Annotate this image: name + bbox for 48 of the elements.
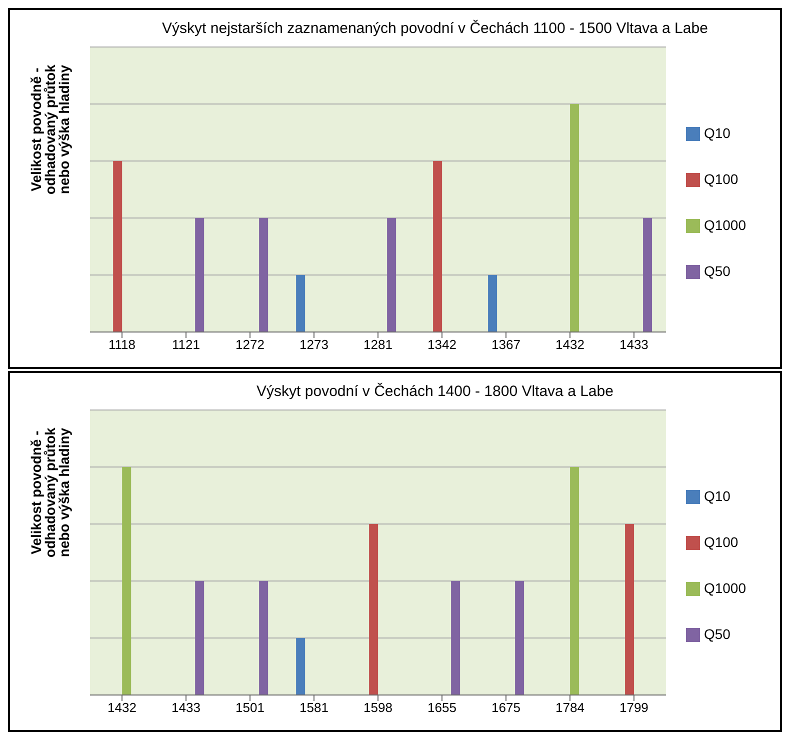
bar	[515, 581, 524, 695]
legend-label: Q1000	[704, 217, 746, 233]
legend-label: Q100	[704, 171, 738, 187]
bar	[296, 275, 306, 332]
bar	[570, 104, 580, 332]
bar	[451, 581, 460, 695]
legend-label: Q100	[704, 534, 738, 550]
y-axis-title: Velikost povodně - odhadovaný průtok nebo výška hladiny	[28, 427, 72, 558]
x-tick-label: 1655	[428, 700, 456, 716]
x-tick-label: 1121	[172, 337, 200, 352]
bar	[122, 467, 132, 695]
bar	[296, 638, 306, 695]
bar	[195, 581, 204, 695]
x-tick-label: 1433	[619, 337, 648, 352]
chart-title: Výskyt nejstarších zaznamenaných povodní v Čechách 1100 - 1500 Vltava a Labe	[161, 18, 709, 37]
bar	[259, 218, 268, 332]
legend-label: Q50	[704, 626, 730, 642]
bar	[570, 467, 580, 695]
bar	[643, 218, 652, 332]
legend-label: Q10	[704, 488, 730, 504]
bar	[259, 581, 268, 695]
legend-label: Q1000	[704, 580, 746, 596]
y-axis-title: Velikost povodně - odhadovaný průtok nebo výška hladiny	[28, 64, 72, 194]
bar	[488, 275, 498, 332]
x-tick-label: 1784	[556, 700, 584, 716]
x-tick-label: 1432	[556, 337, 584, 352]
chart-title: Výskyt povodní v Čechách 1400 - 1800 Vltava a Labe	[256, 382, 614, 400]
legend-label: Q10	[704, 125, 730, 141]
bar	[113, 161, 122, 332]
bar	[625, 524, 634, 695]
legend-label: Q50	[704, 263, 730, 279]
x-tick-label: 1432	[108, 700, 136, 716]
x-tick-label: 1342	[428, 337, 456, 352]
x-tick-label: 1118	[108, 337, 136, 352]
x-tick-label: 1273	[300, 337, 328, 352]
x-tick-label: 1367	[492, 337, 520, 352]
x-tick-label: 1433	[172, 700, 200, 716]
x-tick-label: 1598	[364, 700, 392, 716]
x-tick-label: 1272	[236, 337, 264, 352]
bar	[387, 218, 396, 332]
bar	[433, 161, 442, 332]
x-tick-label: 1799	[619, 700, 648, 716]
x-tick-label: 1501	[236, 700, 264, 716]
bar	[369, 524, 378, 695]
x-tick-label: 1281	[364, 337, 392, 352]
x-tick-label: 1581	[300, 700, 328, 716]
bar	[195, 218, 204, 332]
x-tick-label: 1675	[492, 700, 520, 716]
